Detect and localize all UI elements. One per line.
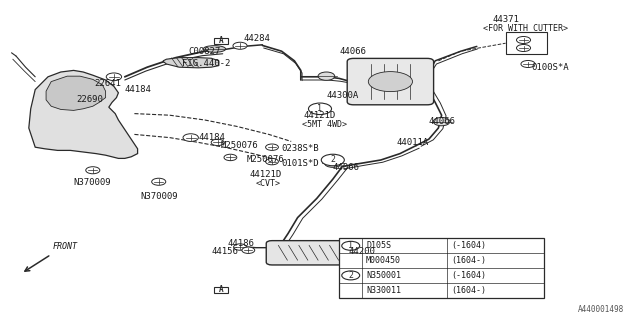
Text: FIG.440-2: FIG.440-2	[182, 60, 231, 68]
Text: 22641: 22641	[95, 79, 122, 88]
Circle shape	[324, 159, 341, 167]
Text: M250076: M250076	[221, 141, 259, 150]
Text: 44200: 44200	[349, 247, 376, 256]
Text: D105S: D105S	[366, 241, 391, 250]
FancyBboxPatch shape	[347, 58, 434, 105]
Circle shape	[516, 36, 531, 44]
Text: (1604-): (1604-)	[451, 286, 486, 295]
Circle shape	[308, 103, 332, 115]
Text: 44300A: 44300A	[326, 92, 358, 100]
Text: 44184: 44184	[125, 85, 152, 94]
Text: (-1604): (-1604)	[451, 271, 486, 280]
Bar	[339, 238, 544, 298]
Text: C00827: C00827	[189, 47, 221, 56]
Text: A: A	[218, 285, 223, 294]
Circle shape	[342, 241, 360, 250]
Text: N330011: N330011	[366, 286, 401, 295]
Text: 1: 1	[348, 241, 353, 250]
Circle shape	[211, 139, 224, 146]
Text: FRONT: FRONT	[52, 242, 77, 251]
Circle shape	[183, 134, 198, 141]
Text: 44156: 44156	[211, 247, 238, 256]
Ellipse shape	[368, 72, 412, 92]
Text: 0100S*A: 0100S*A	[531, 63, 569, 72]
Text: N370009: N370009	[74, 178, 111, 187]
Text: 44371: 44371	[493, 15, 520, 24]
Text: 2: 2	[348, 271, 353, 280]
Text: 44066: 44066	[339, 47, 366, 56]
Text: M000450: M000450	[366, 256, 401, 265]
Circle shape	[433, 117, 450, 126]
Text: A: A	[218, 36, 223, 45]
Text: 44011A: 44011A	[397, 138, 429, 147]
Text: 44284: 44284	[243, 34, 270, 43]
Text: (-1604): (-1604)	[451, 241, 486, 250]
Circle shape	[224, 154, 237, 161]
Text: N350001: N350001	[366, 271, 401, 280]
Text: 2: 2	[330, 156, 335, 164]
Text: <FOR WITH CUTTER>: <FOR WITH CUTTER>	[483, 24, 568, 33]
Circle shape	[516, 44, 531, 52]
Polygon shape	[163, 58, 219, 68]
Text: A440001498: A440001498	[578, 305, 624, 314]
Text: 44066: 44066	[429, 117, 456, 126]
Circle shape	[233, 42, 247, 49]
Ellipse shape	[392, 275, 404, 279]
Polygon shape	[29, 70, 138, 158]
Circle shape	[152, 178, 166, 185]
Text: 1: 1	[317, 104, 323, 113]
Text: M250076: M250076	[246, 156, 284, 164]
Ellipse shape	[203, 46, 226, 52]
FancyBboxPatch shape	[266, 241, 361, 265]
Circle shape	[318, 72, 335, 80]
Text: <5MT 4WD>: <5MT 4WD>	[302, 120, 347, 129]
Text: 44121D: 44121D	[250, 170, 282, 179]
Circle shape	[321, 154, 344, 166]
Circle shape	[234, 244, 246, 250]
Text: (1604-): (1604-)	[451, 256, 486, 265]
Circle shape	[266, 158, 278, 165]
Text: 44121D: 44121D	[304, 111, 336, 120]
Circle shape	[242, 247, 255, 253]
Circle shape	[342, 271, 360, 280]
Bar	[506, 32, 547, 54]
Text: 44066: 44066	[333, 164, 360, 172]
Circle shape	[86, 167, 100, 174]
Circle shape	[266, 144, 278, 150]
Circle shape	[521, 60, 535, 68]
Bar	[214, 287, 228, 293]
Text: <CVT>: <CVT>	[256, 180, 281, 188]
Bar	[214, 38, 228, 44]
Polygon shape	[46, 76, 106, 110]
Text: 44184: 44184	[198, 133, 225, 142]
Text: N370009: N370009	[141, 192, 179, 201]
Text: 0238S*B: 0238S*B	[282, 144, 319, 153]
Text: 0101S*D: 0101S*D	[282, 159, 319, 168]
Text: 44186: 44186	[227, 239, 254, 248]
Circle shape	[106, 73, 122, 81]
Text: 22690: 22690	[77, 95, 104, 104]
